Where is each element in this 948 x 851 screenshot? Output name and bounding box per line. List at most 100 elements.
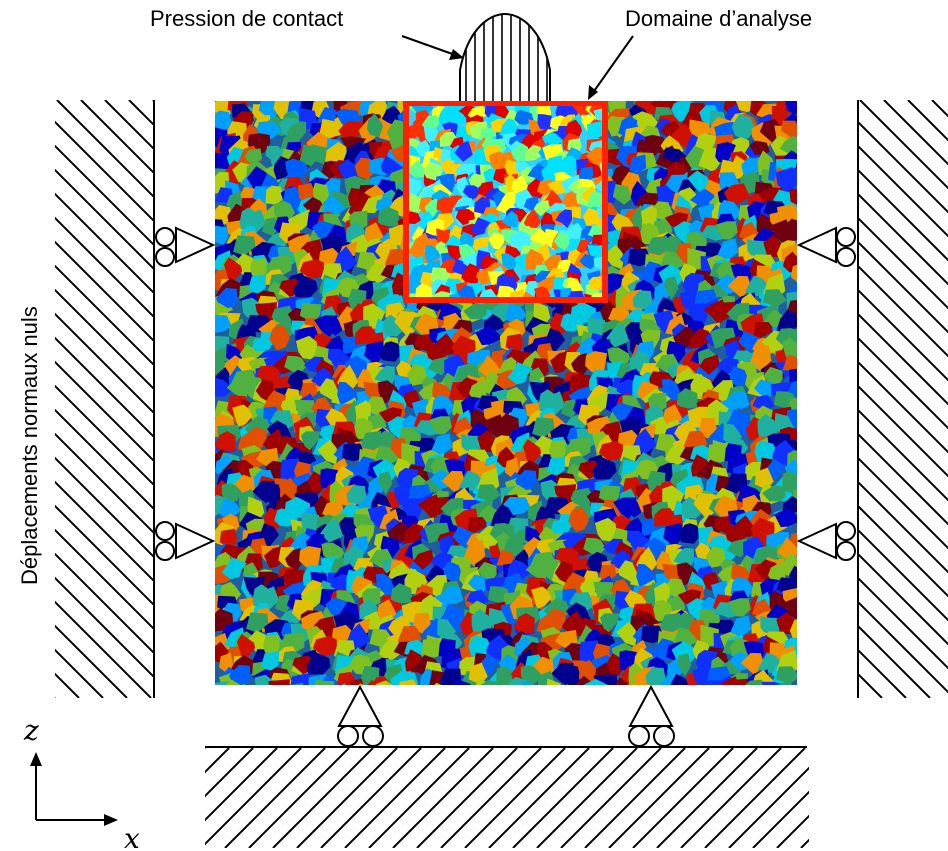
grain (367, 113, 384, 139)
grain (769, 590, 789, 611)
grain (520, 665, 542, 685)
grain (377, 206, 400, 227)
grain (762, 681, 782, 685)
domain-arrow (588, 35, 634, 100)
grain (262, 217, 279, 236)
grain (676, 562, 699, 587)
analysis-grain (409, 177, 422, 197)
grain (780, 120, 797, 140)
analysis-grain (541, 165, 557, 182)
right-wall (857, 100, 948, 698)
grain (594, 517, 617, 542)
analysis-grain (567, 290, 585, 297)
wall-hatch-icon (858, 100, 948, 698)
grain (756, 213, 776, 234)
grain (399, 679, 417, 685)
grain (299, 259, 324, 279)
grain (693, 492, 717, 520)
analysis-grain (435, 173, 456, 194)
grain (361, 587, 381, 606)
grain (448, 686, 471, 707)
grain (521, 680, 535, 685)
grain (401, 498, 422, 523)
grain (704, 680, 721, 685)
grain (675, 686, 692, 711)
grain (775, 167, 797, 194)
grain (554, 484, 577, 505)
grain (475, 326, 503, 346)
grain (308, 684, 310, 685)
grain (726, 390, 750, 410)
grain (294, 399, 315, 422)
grain (729, 365, 750, 386)
grain (653, 582, 670, 606)
grain (569, 684, 573, 685)
grain (547, 456, 566, 476)
grain (514, 636, 535, 660)
analysis-grain (458, 243, 477, 264)
grain (466, 589, 489, 607)
roller-support-icon (155, 521, 216, 561)
grain (354, 400, 371, 424)
grain (441, 470, 466, 493)
grain (593, 674, 619, 685)
grain (678, 523, 702, 544)
analysis-grain (409, 211, 422, 224)
microstructure (215, 101, 797, 711)
grain (338, 120, 364, 139)
grain (754, 440, 779, 463)
grain (616, 621, 637, 647)
grain (785, 101, 797, 115)
analysis-grain (488, 151, 507, 171)
grain (779, 135, 797, 154)
grain (454, 678, 472, 685)
grain (467, 517, 489, 533)
analysis-grain (525, 144, 543, 162)
analysis-grain (579, 253, 596, 270)
grain (629, 154, 647, 176)
grain (319, 378, 339, 402)
grain (365, 262, 390, 285)
grain (782, 354, 797, 371)
grain (776, 537, 797, 560)
grain (640, 205, 657, 229)
grain (215, 314, 232, 334)
grain (538, 688, 561, 710)
grain (717, 238, 739, 259)
grain (312, 636, 337, 656)
grain (760, 616, 780, 634)
analysis-grain (593, 256, 602, 271)
grain (461, 434, 481, 452)
grain (364, 340, 384, 366)
analysis-grain (415, 283, 433, 297)
grain (664, 444, 689, 467)
grain (507, 676, 527, 685)
grain (412, 613, 432, 634)
grain (320, 518, 343, 545)
grain (496, 665, 514, 685)
analysis-grain (599, 161, 602, 179)
grain (299, 382, 318, 401)
roller-support-icon (155, 226, 216, 267)
grain (789, 532, 797, 551)
grain (326, 316, 343, 336)
grain (531, 586, 552, 609)
grain (314, 679, 335, 685)
analysis-grain (591, 292, 602, 297)
grain (753, 322, 775, 338)
grain (424, 522, 450, 544)
roller-support-icon (628, 684, 675, 747)
axis-x-label: x (124, 822, 140, 851)
grain (299, 546, 322, 568)
grain (306, 652, 331, 675)
grain (670, 673, 689, 685)
grain (782, 470, 797, 495)
grain (440, 585, 464, 605)
grain (341, 683, 346, 685)
analysis-grain (421, 115, 440, 135)
analysis-grain (529, 227, 548, 249)
ground (205, 746, 809, 848)
analysis-grain (560, 191, 581, 211)
grain (248, 274, 267, 294)
analysis-grain (588, 276, 602, 291)
